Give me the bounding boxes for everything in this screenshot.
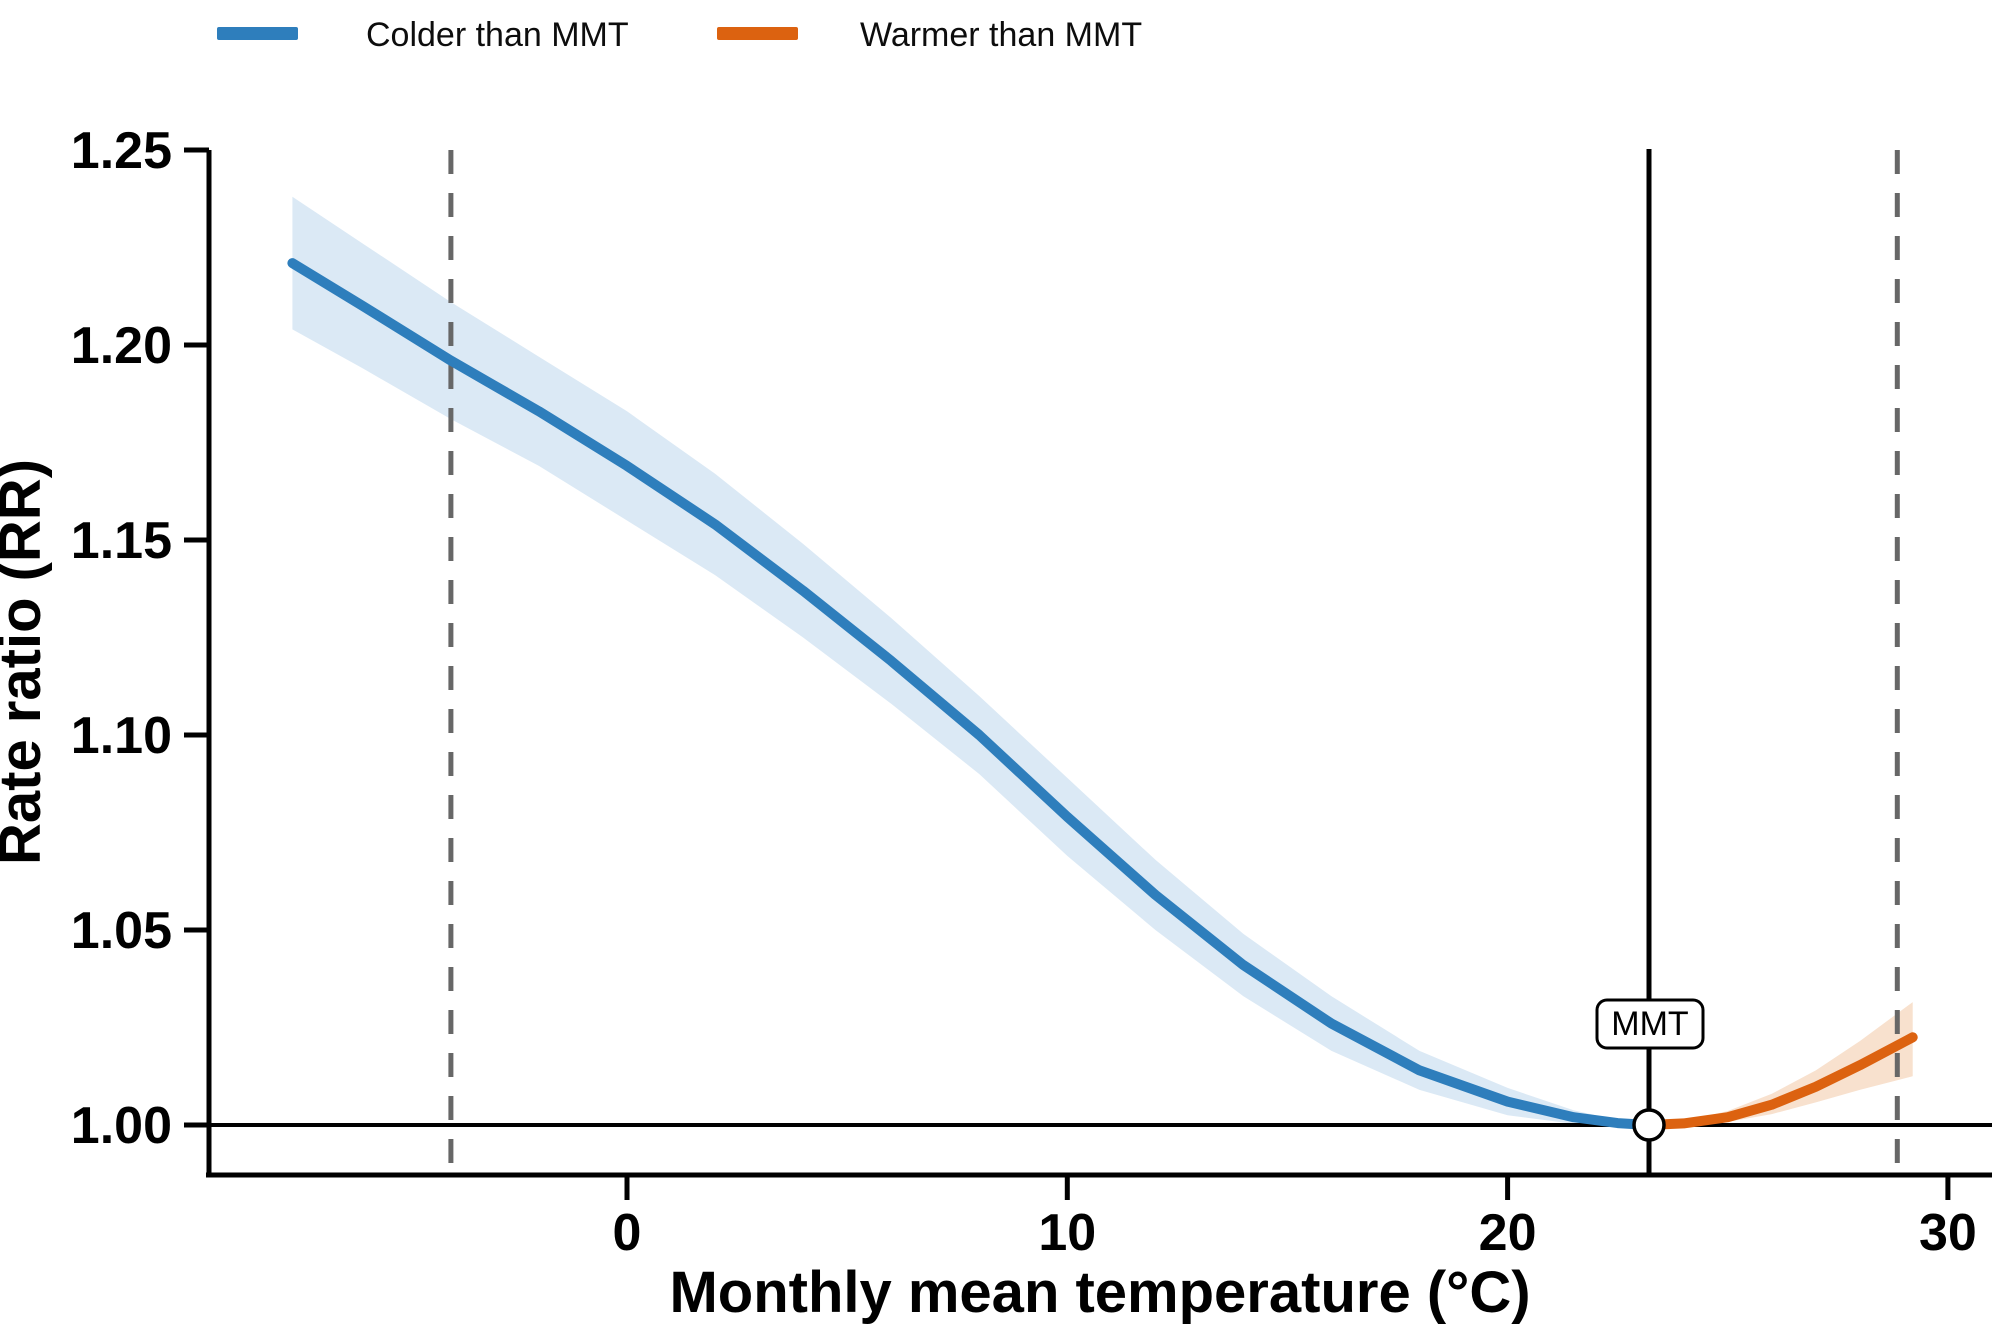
y-tick-label: 1.25 [71,122,172,180]
x-axis-ticks: 0 10 20 30 [613,1175,1977,1262]
x-tick-label: 20 [1479,1204,1537,1262]
y-tick-label: 1.05 [71,902,172,960]
mmt-label-box [1595,998,1705,1050]
y-tick-label: 1.20 [71,317,172,375]
y-axis-ticks: 1.00 1.05 1.10 1.15 1.20 1.25 [71,122,209,1155]
confidence-bands [292,196,1913,1126]
y-tick-label: 1.15 [71,512,172,570]
mmt-label: MMT [1611,1005,1688,1043]
response-curves [287,258,1918,1130]
legend-swatch-colder [217,27,298,40]
x-tick-label: 30 [1919,1204,1977,1262]
legend-label-colder: Colder than MMT [366,16,629,54]
x-axis-title: Monthly mean temperature (°C) [669,1260,1530,1325]
y-tick-label: 1.00 [71,1097,172,1155]
x-tick-label: 10 [1038,1204,1096,1262]
colder-curve [287,258,1654,1130]
legend-swatch-warmer [717,27,798,40]
legend: Colder than MMT Warmer than MMT [217,16,1142,54]
y-axis-title: Rate ratio (RR) [0,459,53,865]
legend-label-warmer: Warmer than MMT [860,16,1142,54]
warmer-curve [1643,1032,1918,1130]
y-tick-label: 1.10 [71,707,172,765]
mmt-marker-point [1632,1108,1666,1142]
x-tick-label: 0 [613,1204,642,1262]
colder-confidence-band [292,196,1649,1126]
